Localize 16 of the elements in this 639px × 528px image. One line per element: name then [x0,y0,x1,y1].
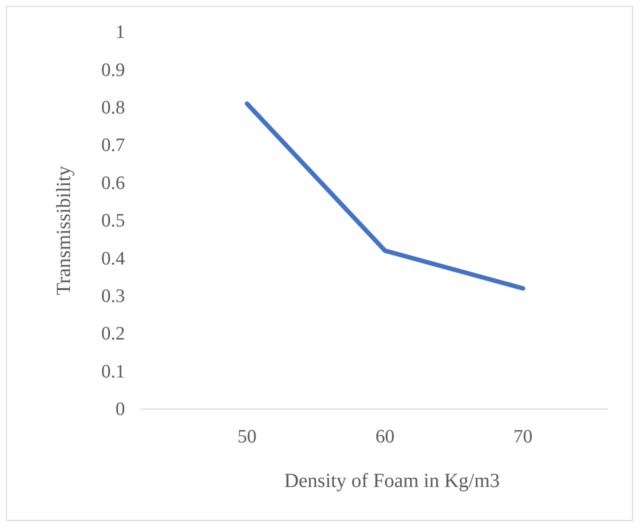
y-tick-label: 0.3 [101,286,125,307]
y-tick-label: 1 [116,22,125,44]
y-tick-label: 0.5 [101,210,125,232]
x-tick-label: 70 [514,426,532,448]
y-tick-label: 0.8 [101,97,125,118]
y-tick-label: 0.2 [101,324,125,345]
y-tick-label: 0.7 [101,135,125,156]
y-tick-label: 0.9 [101,60,125,81]
y-tick-label: 0.6 [101,172,125,194]
x-tick-label: 60 [376,426,394,448]
y-tick-label: 0.1 [101,361,125,382]
y-axis-title: Transmissibility [53,166,75,296]
y-tick-label: 0 [116,399,125,420]
y-tick-label: 0.4 [101,248,126,270]
x-axis-title: Density of Foam in Kg/m3 [284,470,500,492]
x-tick-label: 50 [238,426,256,448]
